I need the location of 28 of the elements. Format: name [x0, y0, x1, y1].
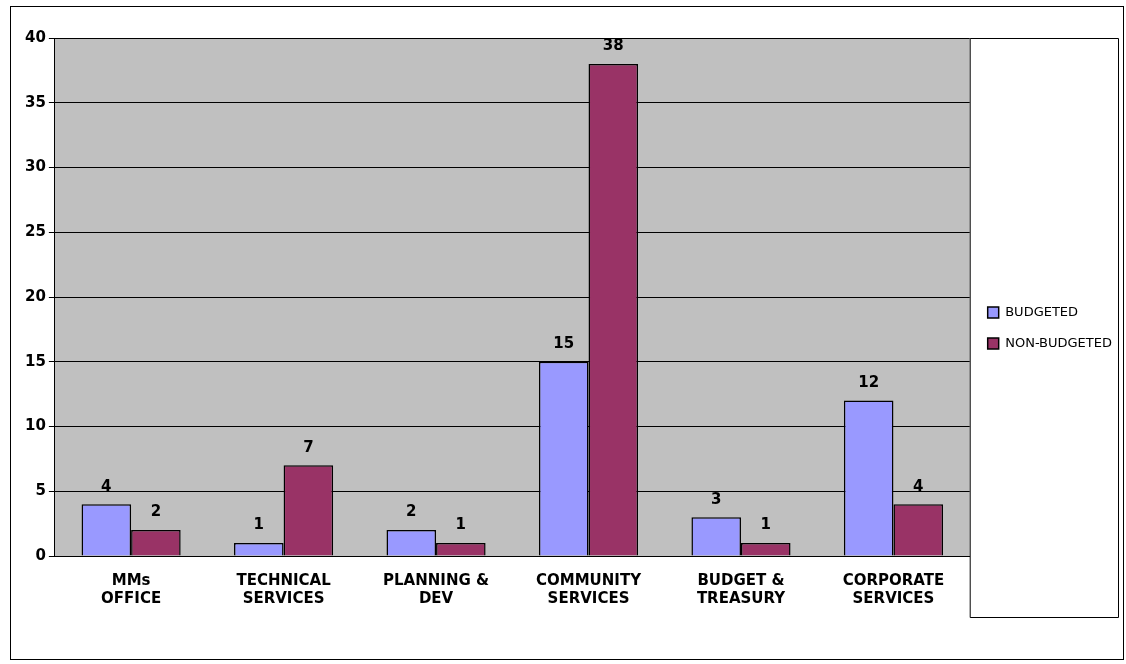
data-label: 2	[150, 502, 162, 521]
y-tick-label: 15	[25, 351, 46, 370]
y-tick-label: 25	[25, 222, 46, 241]
x-tick-label: CORPORATE SERVICES	[842, 570, 945, 607]
data-label: 2	[406, 502, 417, 521]
data-label: 7	[303, 437, 314, 456]
y-tick-label: 20	[25, 286, 46, 305]
data-label: 4	[101, 476, 112, 495]
data-label: 15	[553, 334, 575, 353]
y-tick-label: 40	[25, 27, 46, 46]
x-tick-label: MMs OFFICE	[101, 570, 162, 607]
x-tick-label: TECHNICAL SERVICES	[236, 570, 332, 607]
x-tick-label: BUDGET & TREASURY	[696, 570, 787, 607]
data-label: 12	[858, 372, 880, 391]
data-label: 1	[253, 515, 265, 534]
data-label: 3	[710, 489, 722, 508]
x-tick-label: PLANNING & DEV	[383, 570, 490, 607]
y-tick-label: 10	[25, 416, 46, 435]
legend-label: BUDGETED	[1005, 303, 1079, 319]
y-tick-label: 5	[35, 481, 46, 500]
data-label: 4	[913, 476, 924, 495]
data-label: 1	[760, 515, 771, 534]
x-tick-label: COMMUNITY SERVICES	[536, 570, 643, 607]
data-label: 1	[455, 515, 467, 534]
y-tick-label: 35	[25, 92, 46, 111]
legend-label: NON-BUDGETED	[1005, 334, 1113, 350]
y-tick-label: 30	[25, 157, 46, 176]
y-tick-label: 0	[35, 545, 46, 564]
